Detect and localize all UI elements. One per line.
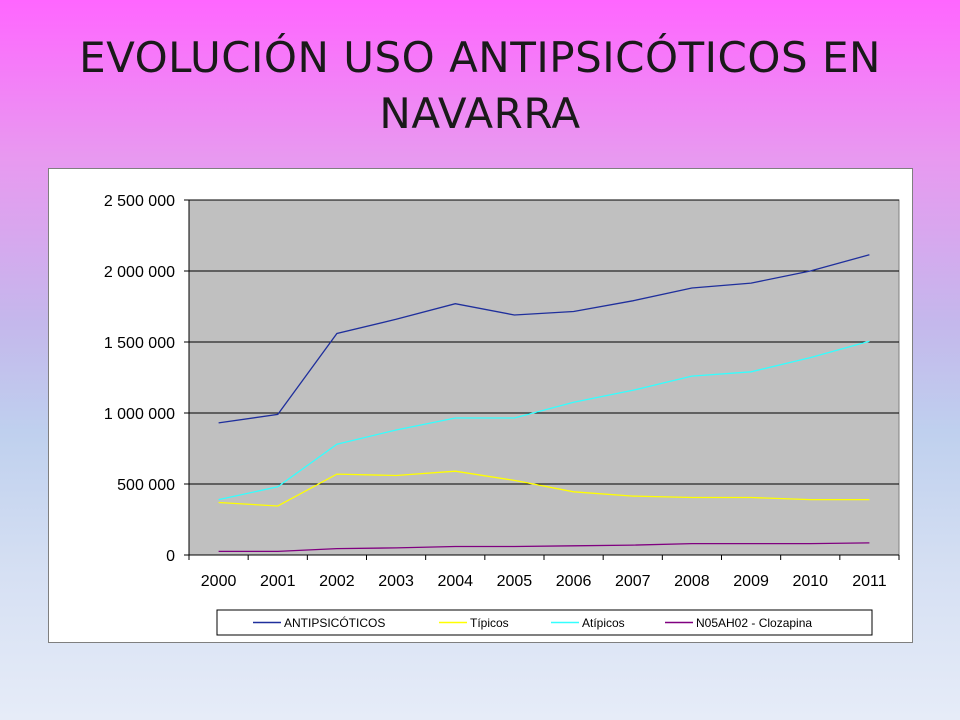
x-tick-label: 2000 (201, 573, 237, 590)
x-tick-label: 2008 (674, 573, 710, 590)
slide-title: EVOLUCIÓN USO ANTIPSICÓTICOS EN NAVARRA (40, 30, 920, 142)
x-tick-label: 2002 (319, 573, 355, 590)
x-tick-label: 2005 (497, 573, 533, 590)
y-tick-label: 1 000 000 (104, 406, 175, 423)
series-line-2 (218, 470, 870, 507)
chart-container: 0 500 000 1 000 000 1 500 000 2 000 000 2 500… (48, 168, 913, 643)
legend-label: ANTIPSICÓTICOS (284, 615, 385, 630)
x-tick-label: 2006 (556, 573, 592, 590)
series-line-3 (218, 340, 870, 501)
legend-label: N05AH02 - Clozapina (696, 616, 812, 630)
x-tick-label: 2004 (437, 573, 473, 590)
x-tick-label: 2009 (733, 573, 769, 590)
x-tick-label: 2007 (615, 573, 651, 590)
line-chart: 0 500 000 1 000 000 1 500 000 2 000 000 2 500… (104, 193, 900, 636)
legend (216, 609, 873, 636)
legend-label: Típicos (470, 616, 509, 630)
x-tick-label: 2011 (852, 573, 887, 590)
y-tick-label: 0 (166, 548, 175, 565)
y-tick-label: 500 000 (117, 477, 175, 494)
y-tick-label: 1 500 000 (104, 335, 175, 352)
series-line-4 (218, 542, 870, 553)
y-tick-label: 2 500 000 (104, 193, 175, 210)
series-line-1 (218, 254, 870, 424)
slide-title-line-2: NAVARRA (379, 89, 581, 138)
x-tick-label: 2003 (378, 573, 414, 590)
x-tick-label: 2001 (260, 573, 296, 590)
plot-area (188, 199, 900, 556)
y-tick-label: 2 000 000 (104, 264, 175, 281)
slide-title-line-1: EVOLUCIÓN USO ANTIPSICÓTICOS EN (79, 33, 881, 82)
x-tick-label: 2010 (792, 573, 828, 590)
legend-label: Atípicos (582, 616, 625, 630)
